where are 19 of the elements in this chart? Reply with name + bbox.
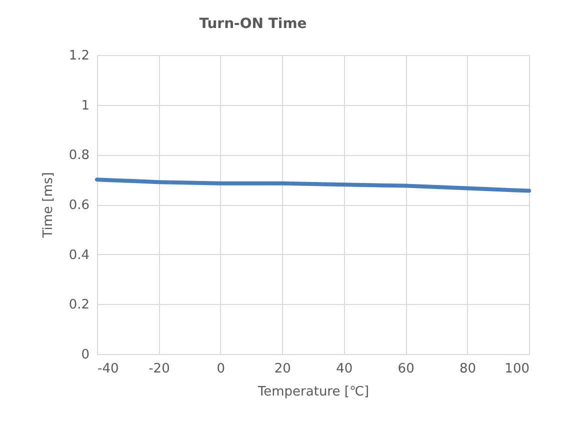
- chart-title: Turn-ON Time: [199, 16, 307, 32]
- x-axis-title: Temperature [℃]: [256, 384, 370, 400]
- y-tick-label: 1: [81, 98, 90, 114]
- x-tick-label: 20: [274, 362, 291, 376]
- y-tick-label: 1.2: [68, 48, 90, 64]
- x-tick-label: -20: [148, 362, 170, 376]
- y-tick-label: 0.6: [68, 198, 90, 213]
- x-tick-label: 40: [336, 362, 353, 376]
- line-series: [95, 178, 531, 193]
- y-tick-label: 0.2: [68, 298, 90, 313]
- y-tick-label: 0.8: [68, 148, 90, 164]
- y-axis-title: Time [ms]: [40, 172, 56, 239]
- y-tick-label: 0.4: [68, 248, 90, 263]
- x-tick-label: 100: [504, 362, 530, 376]
- x-tick-label: 80: [460, 362, 476, 376]
- x-tick-label: 60: [398, 362, 414, 376]
- x-tick-label: -40: [98, 362, 119, 376]
- x-tick-label: 0: [216, 362, 226, 376]
- y-tick-label: 0: [81, 348, 90, 362]
